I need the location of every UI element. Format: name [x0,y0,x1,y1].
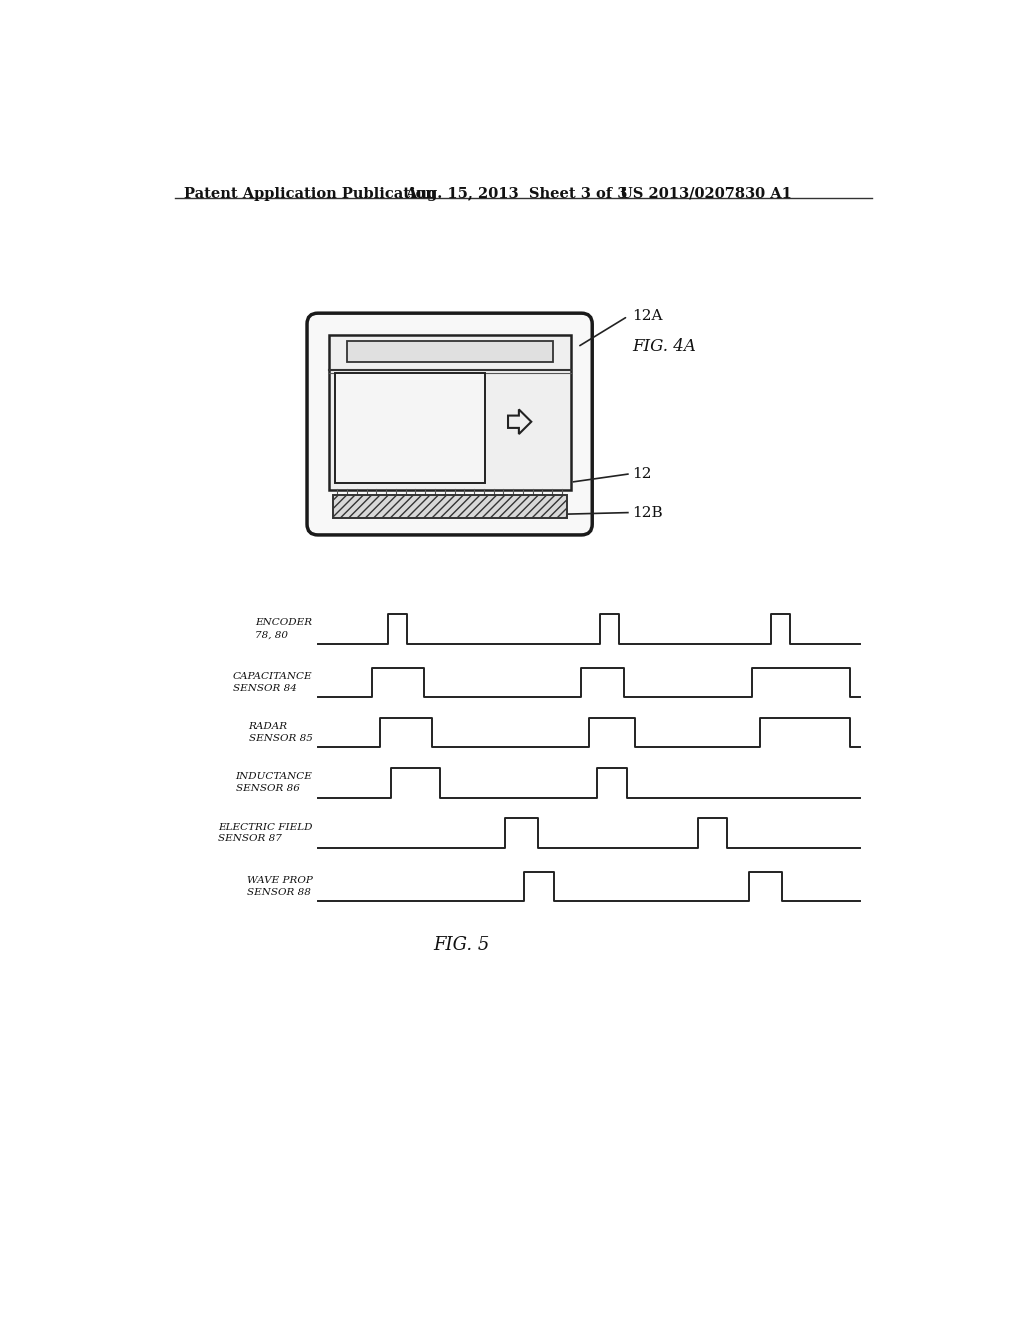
FancyBboxPatch shape [307,313,592,535]
Text: FIG. 5: FIG. 5 [433,936,489,954]
Text: INDUCTANCE
SENSOR 86: INDUCTANCE SENSOR 86 [236,772,312,793]
Bar [333,495,566,517]
Text: PRE - SCAN: PRE - SCAN [367,401,454,416]
Text: CAPACITANCE
SENSOR 84: CAPACITANCE SENSOR 84 [232,672,312,693]
Text: RADAR
SENSOR 85: RADAR SENSOR 85 [249,722,312,743]
Text: Aug. 15, 2013  Sheet 3 of 3: Aug. 15, 2013 Sheet 3 of 3 [406,187,628,201]
Bar [346,341,553,363]
Text: ENCODER
78, 80: ENCODER 78, 80 [255,619,312,639]
Text: Patent Application Publication: Patent Application Publication [183,187,436,201]
Text: ELECTRIC FIELD
SENSOR 87: ELECTRIC FIELD SENSOR 87 [218,822,312,843]
Text: 12: 12 [632,467,651,480]
Text: WAVE PROP
SENSOR 88: WAVE PROP SENSOR 88 [247,876,312,898]
Text: 12A: 12A [632,309,663,323]
Text: 12B: 12B [632,506,663,520]
Bar [329,335,570,490]
Bar [335,374,484,483]
Text: US 2013/0207830 A1: US 2013/0207830 A1 [621,187,792,201]
Text: MAPPING DATA: MAPPING DATA [358,441,462,454]
Text: FIG. 4A: FIG. 4A [632,338,695,355]
